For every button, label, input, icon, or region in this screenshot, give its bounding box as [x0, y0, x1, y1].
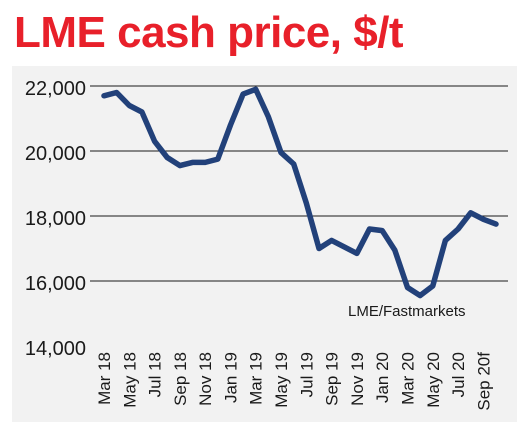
x-tick-label: May 19	[272, 352, 291, 408]
y-tick-label: 16,000	[25, 273, 86, 295]
data-point	[101, 93, 107, 98]
data-point	[253, 87, 258, 92]
data-point	[190, 160, 195, 165]
data-point	[240, 91, 246, 97]
data-point	[392, 247, 398, 253]
data-point	[177, 163, 183, 168]
chart-panel: 14,000 16,000 18,000 20,000 22,000 Mar 18 May …	[12, 66, 517, 422]
data-point	[430, 283, 435, 289]
source-note: LME/Fastmarkets	[348, 303, 466, 320]
chart-title: LME cash price, $/t	[14, 8, 404, 57]
x-tick-label: Jul 20	[449, 352, 468, 397]
y-tick-label: 20,000	[25, 143, 86, 165]
x-tick-label: Nov 19	[348, 352, 367, 406]
data-point	[342, 244, 347, 250]
data-point	[228, 122, 233, 128]
data-point	[329, 238, 334, 243]
x-tick-label: Nov 18	[196, 352, 215, 406]
data-point	[202, 160, 208, 165]
data-point	[291, 161, 296, 167]
data-point	[405, 285, 410, 290]
data-point	[127, 103, 132, 108]
line-chart: 14,000 16,000 18,000 20,000 22,000 Mar 18 May …	[25, 78, 508, 411]
data-point	[278, 150, 284, 155]
data-point	[493, 221, 499, 227]
data-point	[468, 210, 473, 215]
data-point	[215, 156, 221, 162]
x-tick-label: Jan 20	[373, 352, 392, 403]
data-point	[152, 139, 157, 144]
data-point	[367, 226, 372, 232]
x-tick-label: Sep 20f	[474, 352, 493, 411]
x-tick-label: Mar 18	[95, 352, 114, 405]
data-point	[417, 293, 423, 298]
x-tick-label: Mar 19	[247, 352, 266, 405]
x-tick-label: Mar 20	[398, 352, 417, 405]
data-point	[114, 90, 119, 95]
data-point	[304, 200, 309, 206]
data-point	[455, 226, 461, 232]
x-tick-label: Jul 19	[297, 352, 316, 397]
x-tick-label: Jul 18	[146, 352, 165, 397]
data-point	[139, 109, 145, 115]
x-tick-label: Jan 19	[221, 352, 240, 403]
data-point	[443, 238, 448, 243]
data-point	[379, 228, 385, 233]
data-point	[266, 114, 271, 120]
data-point	[354, 251, 360, 256]
series-line	[101, 86, 499, 299]
y-tick-label: 18,000	[25, 208, 86, 230]
data-point	[316, 246, 322, 251]
x-tick-label: May 20	[424, 352, 443, 408]
y-tick-label: 14,000	[25, 338, 86, 360]
y-tick-label: 22,000	[25, 78, 86, 100]
x-tick-label: Sep 19	[323, 352, 342, 406]
data-point	[481, 217, 486, 222]
x-tick-label: Sep 18	[171, 352, 190, 406]
data-point	[165, 155, 170, 160]
x-tick-label: May 18	[120, 352, 139, 408]
